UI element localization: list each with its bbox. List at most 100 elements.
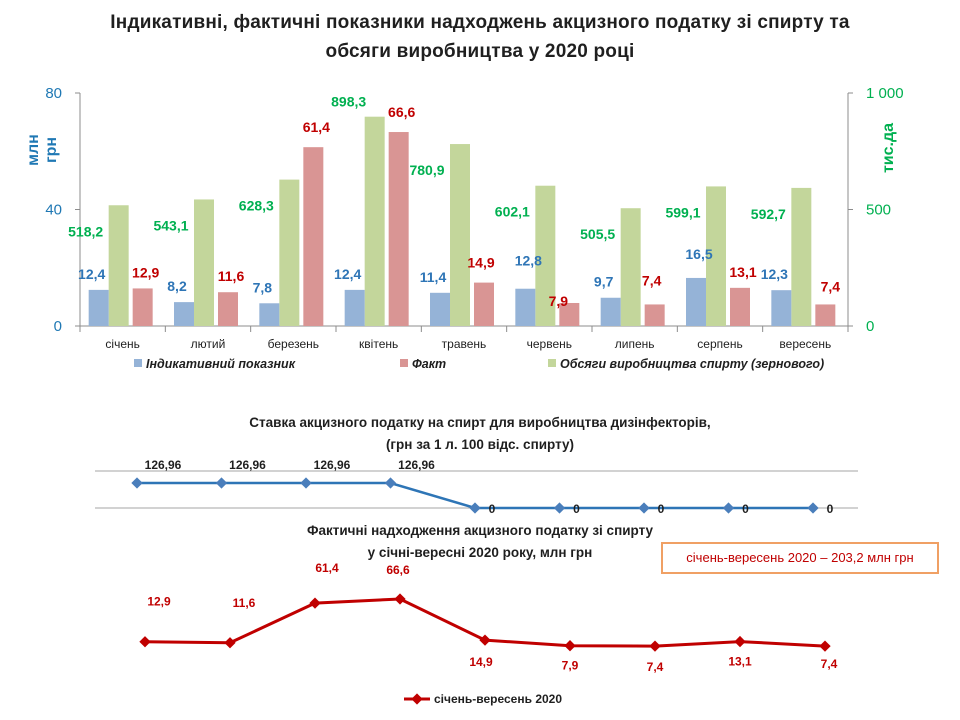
- bar-production: [706, 186, 726, 326]
- data-label-fact: 11,6: [218, 268, 245, 284]
- bar-indicative: [515, 288, 536, 326]
- data-label-production: 599,1: [665, 204, 700, 220]
- revenue-marker: [734, 635, 746, 648]
- total-callout: січень-вересень 2020 – 203,2 млн грн: [661, 542, 939, 574]
- revenue-marker: [479, 634, 491, 646]
- rate-data-label: 126,96: [229, 458, 266, 472]
- revenue-data-label: 13,1: [728, 655, 752, 669]
- revenue-marker: [309, 597, 321, 609]
- data-label-production: 780,9: [409, 162, 444, 178]
- x-tick-label: серпень: [697, 337, 742, 351]
- revenue-marker: [139, 636, 151, 648]
- revenue-marker: [224, 637, 236, 649]
- rate-marker: [553, 502, 566, 514]
- legend-swatch: [548, 359, 556, 367]
- legend-label: Індикативний показник: [146, 357, 296, 371]
- revenue-data-label: 11,6: [233, 596, 256, 610]
- rate-chart-title: Ставка акцизного податку на спирт для ви…: [60, 412, 900, 456]
- data-label-indicative: 12,4: [78, 266, 105, 282]
- bar-indicative: [771, 290, 792, 326]
- x-tick-label: травень: [442, 337, 487, 351]
- rate-data-label: 126,96: [314, 458, 351, 472]
- bar-indicative: [600, 297, 621, 326]
- revenue-data-label: 7,9: [562, 659, 579, 673]
- rate-data-label: 0: [742, 502, 749, 516]
- data-label-indicative: 16,5: [685, 246, 712, 262]
- revenue-chart-title-line-1: Фактичні надходження акцизного податку з…: [306, 523, 654, 538]
- data-label-indicative: 11,4: [420, 269, 447, 285]
- revenue-data-label: 7,4: [821, 657, 838, 671]
- bar-fact: [559, 302, 580, 326]
- rate-marker: [807, 502, 819, 514]
- rate-marker: [469, 502, 481, 514]
- x-tick-label: лютий: [191, 337, 226, 351]
- rate-chart-title-line-2: (грн за 1 л. 100 відс. спирту): [385, 437, 575, 452]
- bar-fact: [218, 292, 238, 326]
- data-label-fact: 66,6: [388, 104, 415, 120]
- rate-data-label: 0: [658, 502, 665, 516]
- bar-fact: [474, 282, 494, 326]
- y-right-tick-label: 500: [866, 202, 891, 219]
- revenue-data-label: 12,9: [147, 595, 171, 609]
- data-label-fact: 7,4: [642, 272, 662, 288]
- bar-indicative: [344, 289, 365, 326]
- bar-production: [791, 187, 812, 326]
- rate-marker: [300, 477, 312, 489]
- bar-fact: [388, 132, 409, 326]
- legend-label: Факт: [412, 357, 446, 371]
- bar-production: [620, 208, 641, 326]
- data-label-production: 543,1: [153, 217, 188, 233]
- y-axis-right-title: тис.да: [880, 123, 897, 173]
- data-label-fact: 12,9: [132, 264, 159, 280]
- y-axis-left-title-word: млн: [25, 134, 42, 166]
- bar-fact: [815, 304, 836, 326]
- x-tick-label: березень: [268, 337, 319, 351]
- data-label-fact: 14,9: [467, 255, 494, 271]
- chart-title: Індикативні, фактичні показники надходже…: [60, 8, 900, 66]
- bar-production: [535, 185, 556, 326]
- rate-data-label: 0: [573, 502, 580, 516]
- data-label-production: 518,2: [68, 223, 103, 239]
- revenue-data-label: 66,6: [386, 563, 410, 577]
- x-tick-label: січень: [105, 337, 139, 351]
- rate-marker: [384, 477, 397, 489]
- rate-data-label: 0: [489, 502, 496, 516]
- bar-production: [108, 205, 129, 326]
- bar-indicative: [259, 303, 280, 326]
- legend-label: Обсяги виробництва спирту (зернового): [560, 357, 824, 371]
- bar-production: [364, 116, 385, 326]
- data-label-fact: 61,4: [303, 119, 330, 135]
- revenue-marker: [394, 593, 406, 605]
- bar-indicative: [174, 302, 194, 326]
- rate-data-label: 0: [827, 502, 834, 516]
- rate-data-label: 126,96: [398, 458, 435, 472]
- rate-marker: [131, 477, 143, 489]
- bar-production: [194, 199, 214, 326]
- rate-marker: [215, 477, 228, 489]
- revenue-data-label: 14,9: [469, 655, 493, 669]
- bar-indicative: [686, 277, 706, 326]
- data-label-fact: 13,1: [729, 264, 756, 280]
- data-label-fact: 7,4: [821, 278, 841, 294]
- y-left-tick-label: 40: [45, 202, 62, 219]
- x-tick-label: вересень: [779, 337, 831, 351]
- legend-swatch: [134, 359, 142, 367]
- revenue-legend-marker: [411, 693, 423, 705]
- revenue-chart-title: Фактичні надходження акцизного податку з…: [60, 520, 900, 564]
- chart-title-line-2: обсяги виробництва у 2020 році: [325, 41, 635, 62]
- bar-fact: [730, 287, 750, 326]
- data-label-production: 898,3: [331, 94, 366, 110]
- y-axis-left-title: млнгрн: [25, 134, 60, 166]
- data-label-production: 602,1: [495, 204, 530, 220]
- data-label-indicative: 8,2: [167, 278, 187, 294]
- x-tick-label: липень: [615, 337, 655, 351]
- data-label-production: 592,7: [751, 206, 786, 222]
- data-label-indicative: 7,8: [253, 279, 273, 295]
- data-label-indicative: 12,4: [334, 266, 361, 282]
- legend-swatch: [400, 359, 408, 367]
- rate-data-label: 126,96: [145, 458, 182, 472]
- bar-production: [279, 179, 300, 326]
- data-label-production: 505,5: [580, 226, 615, 242]
- revenue-data-label: 7,4: [647, 660, 664, 674]
